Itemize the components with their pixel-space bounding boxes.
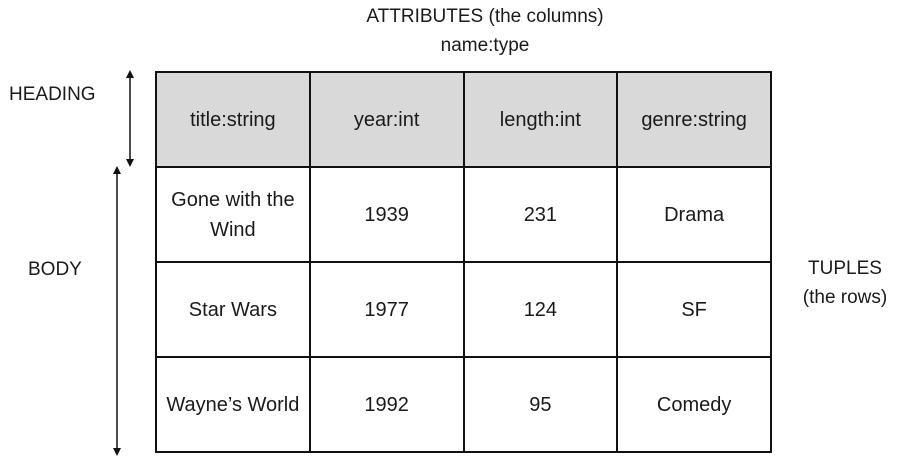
- table-row: Wayne’s World 1992 95 Comedy: [155, 356, 772, 453]
- attributes-label-line2: name:type: [440, 35, 530, 56]
- heading-row: title:string year:int length:int genre:s…: [155, 71, 772, 168]
- cell-title: Wayne’s World: [155, 356, 311, 453]
- cell-year: 1992: [308, 356, 465, 453]
- attributes-label-line1: ATTRIBUTES (the columns): [366, 6, 604, 27]
- relation-table: title:string year:int length:int genre:s…: [155, 71, 772, 453]
- tuples-label-line1: TUPLES: [808, 258, 882, 279]
- cell-year: 1939: [308, 166, 465, 263]
- cell-year: 1977: [308, 261, 465, 358]
- cell-genre: SF: [616, 261, 772, 358]
- cell-length: 124: [462, 261, 619, 358]
- cell-genre: Drama: [616, 166, 772, 263]
- column-header-length: length:int: [462, 71, 619, 168]
- column-header-title: title:string: [155, 71, 311, 168]
- tuples-label-line2: (the rows): [802, 287, 888, 308]
- cell-length: 231: [462, 166, 619, 263]
- cell-length: 95: [462, 356, 619, 453]
- table-row: Gone with the Wind 1939 231 Drama: [155, 166, 772, 263]
- attributes-label: ATTRIBUTES (the columns) name:type: [300, 2, 670, 60]
- column-header-genre: genre:string: [616, 71, 772, 168]
- column-header-year: year:int: [308, 71, 465, 168]
- table-row: Star Wars 1977 124 SF: [155, 261, 772, 358]
- cell-genre: Comedy: [616, 356, 772, 453]
- cell-title: Star Wars: [155, 261, 311, 358]
- tuples-label: TUPLES (the rows): [790, 254, 900, 312]
- body-label: BODY: [28, 259, 82, 280]
- cell-title: Gone with the Wind: [155, 166, 311, 263]
- heading-label: HEADING: [9, 84, 96, 105]
